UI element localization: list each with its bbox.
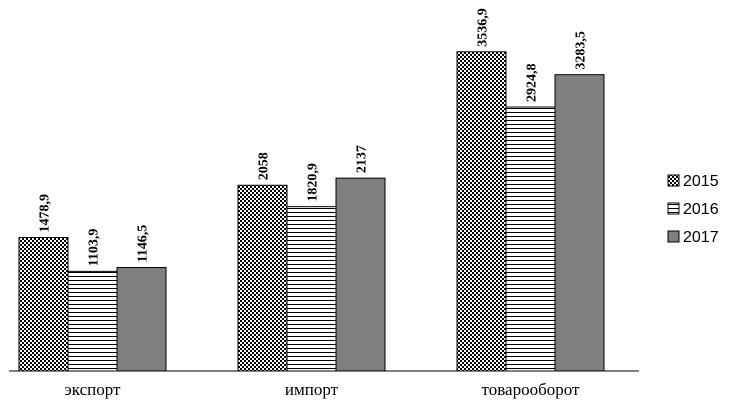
category-label-товарооборот: товарооборот xyxy=(482,380,580,399)
value-label-импорт-2017: 2137 xyxy=(355,145,370,173)
bar-импорт-2015 xyxy=(237,184,288,372)
legend-label-2015: 2015 xyxy=(683,173,719,190)
bar-товарооборот-2016 xyxy=(505,106,556,372)
value-label-экспорт-2016: 1103,9 xyxy=(87,229,102,267)
bar-импорт-2016 xyxy=(286,206,337,372)
value-label-экспорт-2015: 1478,9 xyxy=(38,194,53,233)
bar-товарооборот-2017 xyxy=(554,74,605,372)
legend-label-2016: 2016 xyxy=(683,201,719,218)
bars-group xyxy=(18,51,605,372)
value-label-экспорт-2017: 1146,5 xyxy=(136,225,151,263)
category-label-экспорт: экспорт xyxy=(65,380,122,399)
legend-label-2017: 2017 xyxy=(683,229,719,246)
legend-swatch-2017 xyxy=(667,230,680,243)
bar-экспорт-2016 xyxy=(67,270,118,372)
value-label-товарооборот-2017: 3283,5 xyxy=(574,31,589,70)
legend-swatch-2015 xyxy=(667,174,680,187)
bar-товарооборот-2015 xyxy=(456,51,507,372)
bar-экспорт-2015 xyxy=(18,237,69,372)
bar-импорт-2017 xyxy=(335,177,386,372)
bar-экспорт-2017 xyxy=(116,267,167,372)
legend-swatch-2016 xyxy=(667,202,680,215)
category-label-импорт: импорт xyxy=(285,380,339,399)
value-labels-group: 1478,9 1103,9 1146,5 2058 1820,9 2137 3536,9 29… xyxy=(38,8,589,266)
value-label-импорт-2016: 1820,9 xyxy=(306,163,321,202)
value-label-товарооборот-2016: 2924,8 xyxy=(525,64,540,103)
value-label-импорт-2015: 2058 xyxy=(257,152,272,180)
category-labels-group: экспорт импорт товарооборот xyxy=(65,380,581,399)
legend: 2015 2016 2017 xyxy=(667,173,719,246)
value-label-товарооборот-2015: 3536,9 xyxy=(476,8,491,47)
